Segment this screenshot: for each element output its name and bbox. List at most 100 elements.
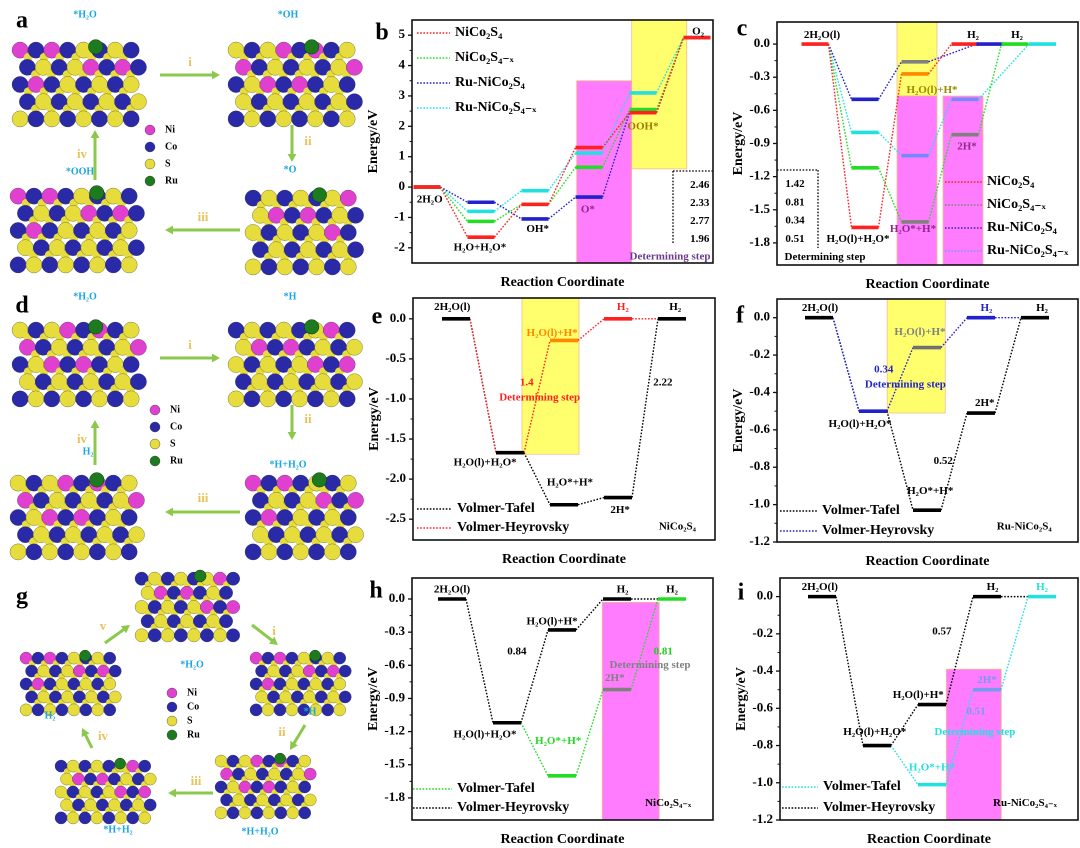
annotation-label: Ru-NiCo₂S₄: [997, 521, 1053, 533]
y-tick-label: 0.0: [757, 588, 773, 603]
x-axis-title: Reaction Coordinate: [500, 275, 624, 290]
determining-step-highlight: [521, 297, 580, 455]
atom: [120, 187, 138, 205]
atom: [226, 600, 240, 614]
atom: [134, 628, 149, 643]
legend-label: NiCo₂S₄₋ₓ: [987, 197, 1047, 212]
legend-label: Volmer-Tafel: [822, 503, 900, 518]
y-tick-label: -1.2: [752, 811, 773, 826]
atom: [27, 390, 45, 408]
atom: [304, 319, 320, 335]
atom: [275, 110, 292, 128]
annotation-label: 0.51: [785, 233, 804, 245]
atom: [174, 628, 188, 643]
series-connector: [577, 318, 605, 342]
atom: [338, 664, 352, 678]
arrow-head-icon: [81, 728, 90, 738]
annotation-label: H₂: [617, 584, 630, 596]
series-connector: [827, 43, 853, 133]
y-tick-label: -0.6: [749, 421, 770, 436]
y-tick-label: -1.2: [749, 168, 770, 183]
catalyst-slab: [9, 185, 145, 274]
y-tick-label: 0.0: [389, 590, 405, 605]
annotation-label: H₂: [1036, 302, 1049, 314]
series-connector: [575, 689, 604, 777]
x-axis-title: Reaction Coordinate: [502, 552, 626, 567]
panel-letter: a: [16, 8, 28, 34]
atom: [128, 239, 145, 256]
atom: [75, 390, 92, 408]
step-label: i: [272, 623, 276, 638]
reaction-arrow: [104, 626, 127, 645]
state-label: H₂: [45, 710, 56, 721]
atom: [298, 754, 311, 768]
atom: [147, 628, 162, 643]
atom: [138, 785, 151, 799]
plot-frame: [776, 298, 1079, 543]
y-tick-label: -0.4: [749, 383, 770, 398]
atom: [91, 703, 105, 717]
atom: [244, 258, 262, 276]
annotation-label: 0.34: [874, 364, 894, 376]
energy-diagram-i: 0.0 -0.2 -0.4 -0.6 -0.8 -1.0 -1.2 Energy/eV Reac…: [734, 577, 1079, 847]
annotation-label: H₂O*+H*: [890, 223, 937, 235]
catalyst-slab: [54, 757, 157, 825]
series-connector: [601, 92, 631, 154]
series-connector: [655, 37, 685, 110]
atom: [88, 39, 104, 55]
series-connector: [520, 722, 549, 777]
annotation-label: H₂: [669, 301, 682, 313]
series-connector: [440, 186, 468, 203]
atom: [285, 703, 299, 717]
annotation-label: 1.4: [520, 376, 534, 388]
annotation-label: H₂O(l)+H*: [894, 326, 946, 338]
atom: [90, 811, 104, 825]
annotation-label: H₂O*+H*: [547, 477, 594, 489]
atom: [333, 651, 346, 665]
atom: [103, 703, 116, 717]
atom: [321, 703, 335, 717]
legend-label: Volmer-Heyrovsky: [822, 523, 934, 538]
atom: [346, 93, 363, 110]
annotation-label: 2.46: [690, 179, 710, 191]
annotation-label: NiCo₂S₄: [659, 521, 697, 533]
annotation-label: H₂: [967, 29, 980, 41]
annotation-label: 2H₂O(l): [434, 584, 471, 596]
atom: [286, 806, 300, 820]
atom: [128, 526, 145, 543]
atom: [304, 39, 320, 55]
element-legend-label: Ru: [170, 455, 183, 466]
y-tick-label: -1.8: [384, 789, 405, 804]
annotation-label: O₂: [692, 26, 705, 38]
atom: [346, 59, 363, 76]
atom: [309, 649, 321, 662]
atom: [292, 258, 309, 276]
catalyst-slab: [11, 39, 147, 128]
atom: [308, 543, 325, 561]
legend-label: Ru-NiCo₂S₄₋ₓ: [987, 243, 1069, 258]
atom: [130, 339, 147, 356]
series-connector: [877, 167, 903, 223]
arrow-head-icon: [90, 420, 100, 428]
atom: [243, 110, 261, 128]
atom: [262, 806, 276, 820]
series-connector: [927, 134, 953, 223]
state-label: *H₂O: [73, 291, 97, 302]
atom: [219, 614, 233, 628]
step-label: iii: [191, 773, 202, 788]
legend-ru-atom-icon: [144, 175, 156, 187]
atom: [138, 759, 151, 773]
series-connector: [577, 496, 605, 506]
annotation-label: Ru-NiCo₂S₄₋ₓ: [993, 797, 1058, 809]
annotation-label: Determining step: [934, 726, 1015, 738]
atom: [41, 543, 59, 561]
atom: [298, 780, 311, 794]
annotation-label: H₂: [987, 581, 1000, 593]
element-legend-label: S: [165, 158, 171, 169]
atom: [291, 110, 308, 128]
step-label: ii: [278, 724, 286, 739]
atom: [11, 390, 29, 408]
y-tick-label: -0.3: [384, 623, 405, 638]
